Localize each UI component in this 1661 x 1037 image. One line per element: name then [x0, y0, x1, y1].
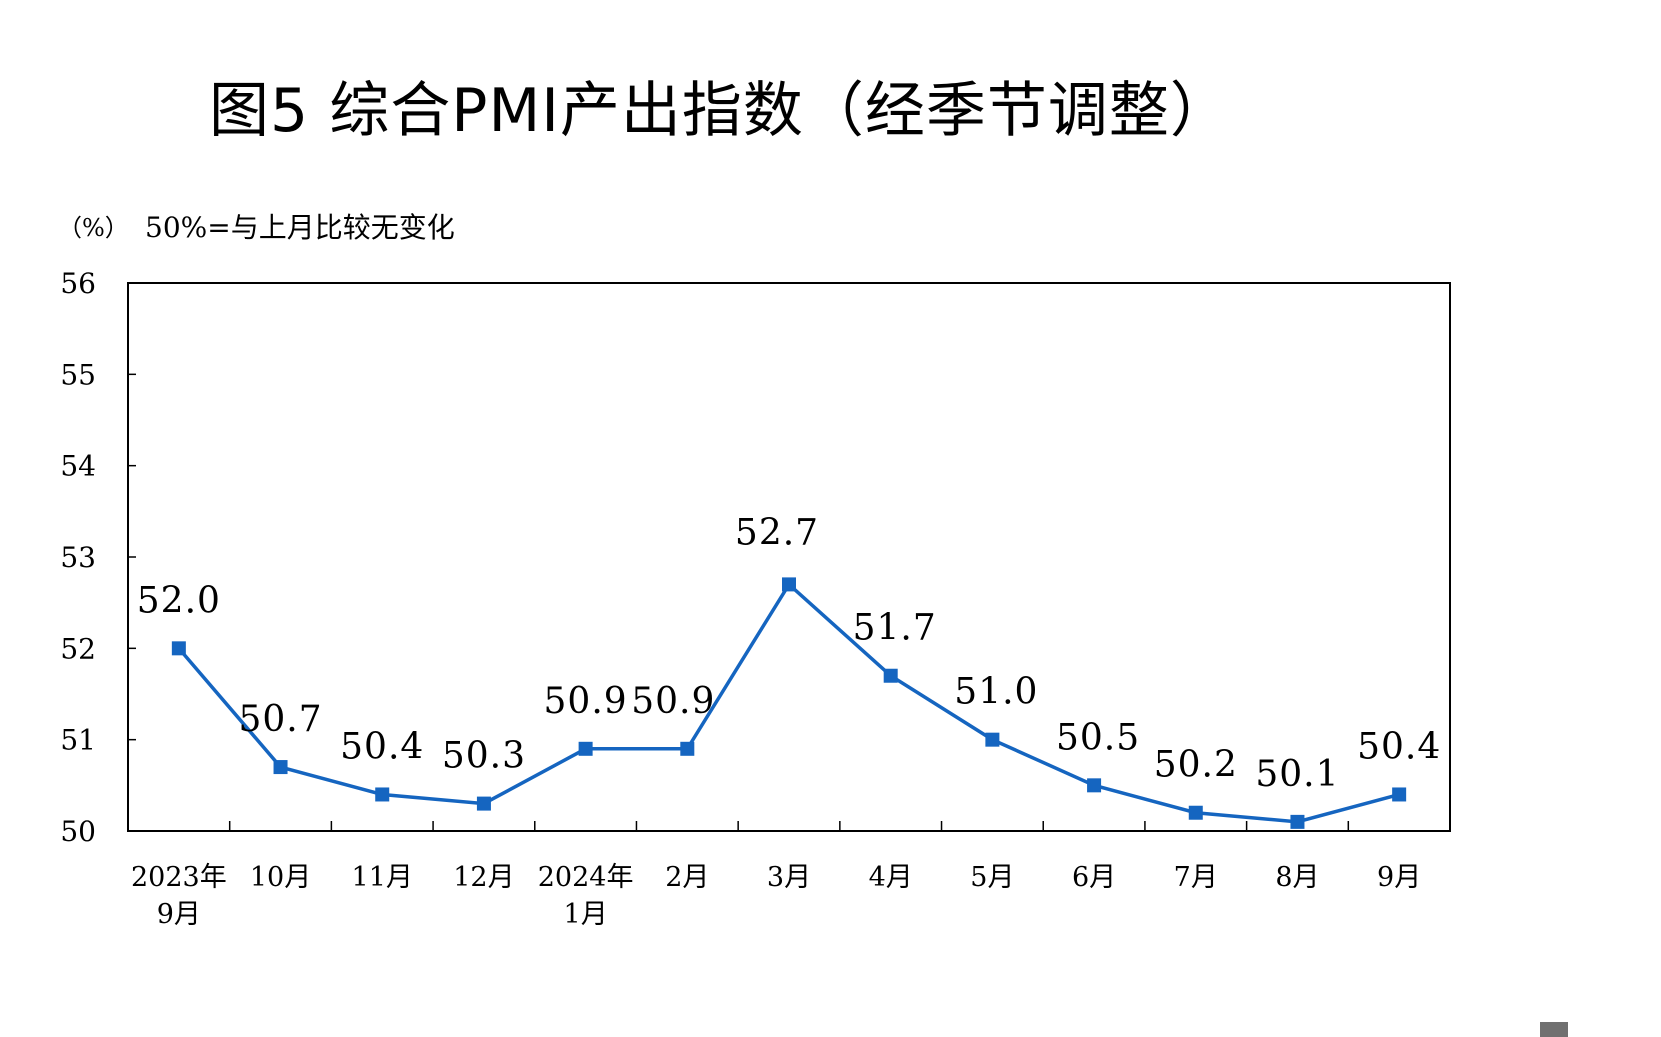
data-label: 50.9 — [631, 681, 715, 722]
y-tick-label: 51 — [60, 724, 96, 757]
data-label: 50.5 — [1056, 717, 1140, 758]
data-labels: 52.0 50.7 50.4 50.3 50.9 50.9 52.7 51.7 51.0 50.5… — [137, 512, 1441, 795]
data-point-marker — [782, 577, 796, 592]
data-label: 50.4 — [1357, 726, 1441, 767]
x-tick-label: 5月 — [970, 862, 1014, 893]
x-tick-label: 11月 — [352, 862, 413, 893]
data-point-marker — [273, 760, 288, 775]
data-label: 52.7 — [735, 512, 819, 553]
x-tick-label: 4月 — [869, 862, 913, 893]
x-tick-label: 6月 — [1072, 862, 1116, 893]
x-tick-label: 9月 — [157, 899, 201, 930]
data-point-marker — [1087, 778, 1102, 793]
data-point-marker — [1290, 814, 1305, 829]
x-axis: 2023年 9月 10月 11月 12月 2024年 1月 2月 3月 4月 5月 6月 7月 8月 9月 — [131, 821, 1421, 930]
data-point-marker — [375, 787, 390, 802]
x-tick-label: 7月 — [1174, 862, 1218, 893]
data-point-marker — [578, 741, 593, 756]
data-point-marker — [883, 668, 898, 683]
y-tick-label: 53 — [60, 541, 96, 574]
series-line — [177, 581, 1400, 824]
plot-frame — [127, 282, 1451, 832]
x-tick-label: 10月 — [250, 862, 311, 893]
data-label: 50.4 — [340, 726, 424, 767]
y-axis-unit-label: （%） — [58, 214, 129, 242]
x-tick-label: 2023年 — [131, 862, 227, 893]
data-label: 51.0 — [954, 672, 1038, 713]
x-tick-label: 3月 — [767, 862, 811, 893]
series-pmi-output — [171, 577, 1407, 829]
data-point-marker — [1188, 805, 1203, 820]
data-point-marker — [680, 741, 695, 756]
scrollbar-fragment — [1540, 1022, 1568, 1037]
chart-title: 图5 综合PMI产出指数（经季节调整） — [209, 76, 1231, 146]
data-label: 51.7 — [853, 608, 937, 649]
x-tick-label: 9月 — [1377, 862, 1421, 893]
data-label: 50.7 — [238, 699, 322, 740]
data-label: 50.2 — [1154, 745, 1238, 786]
data-label: 50.3 — [442, 736, 526, 777]
y-tick-label: 55 — [60, 358, 96, 391]
x-tick-label: 12月 — [453, 862, 514, 893]
y-tick-label: 54 — [60, 450, 96, 483]
data-label: 50.1 — [1255, 754, 1339, 795]
data-point-marker — [476, 796, 491, 811]
data-label: 52.0 — [137, 580, 221, 621]
data-point-marker — [1392, 787, 1407, 802]
plot-area — [127, 282, 1451, 832]
x-tick-label: 1月 — [564, 899, 608, 930]
baseline-note: 50%=与上月比较无变化 — [145, 211, 455, 244]
data-point-marker — [171, 641, 186, 656]
data-label: 50.9 — [544, 681, 628, 722]
data-point-marker — [985, 732, 1000, 747]
y-axis: 50 51 52 53 54 55 56 — [60, 267, 136, 848]
x-tick-label: 2024年 — [538, 862, 634, 893]
y-tick-label: 50 — [60, 815, 96, 848]
y-tick-label: 56 — [60, 267, 96, 300]
x-tick-label: 8月 — [1275, 862, 1319, 893]
x-tick-label: 2月 — [665, 862, 709, 893]
y-tick-label: 52 — [60, 632, 96, 665]
